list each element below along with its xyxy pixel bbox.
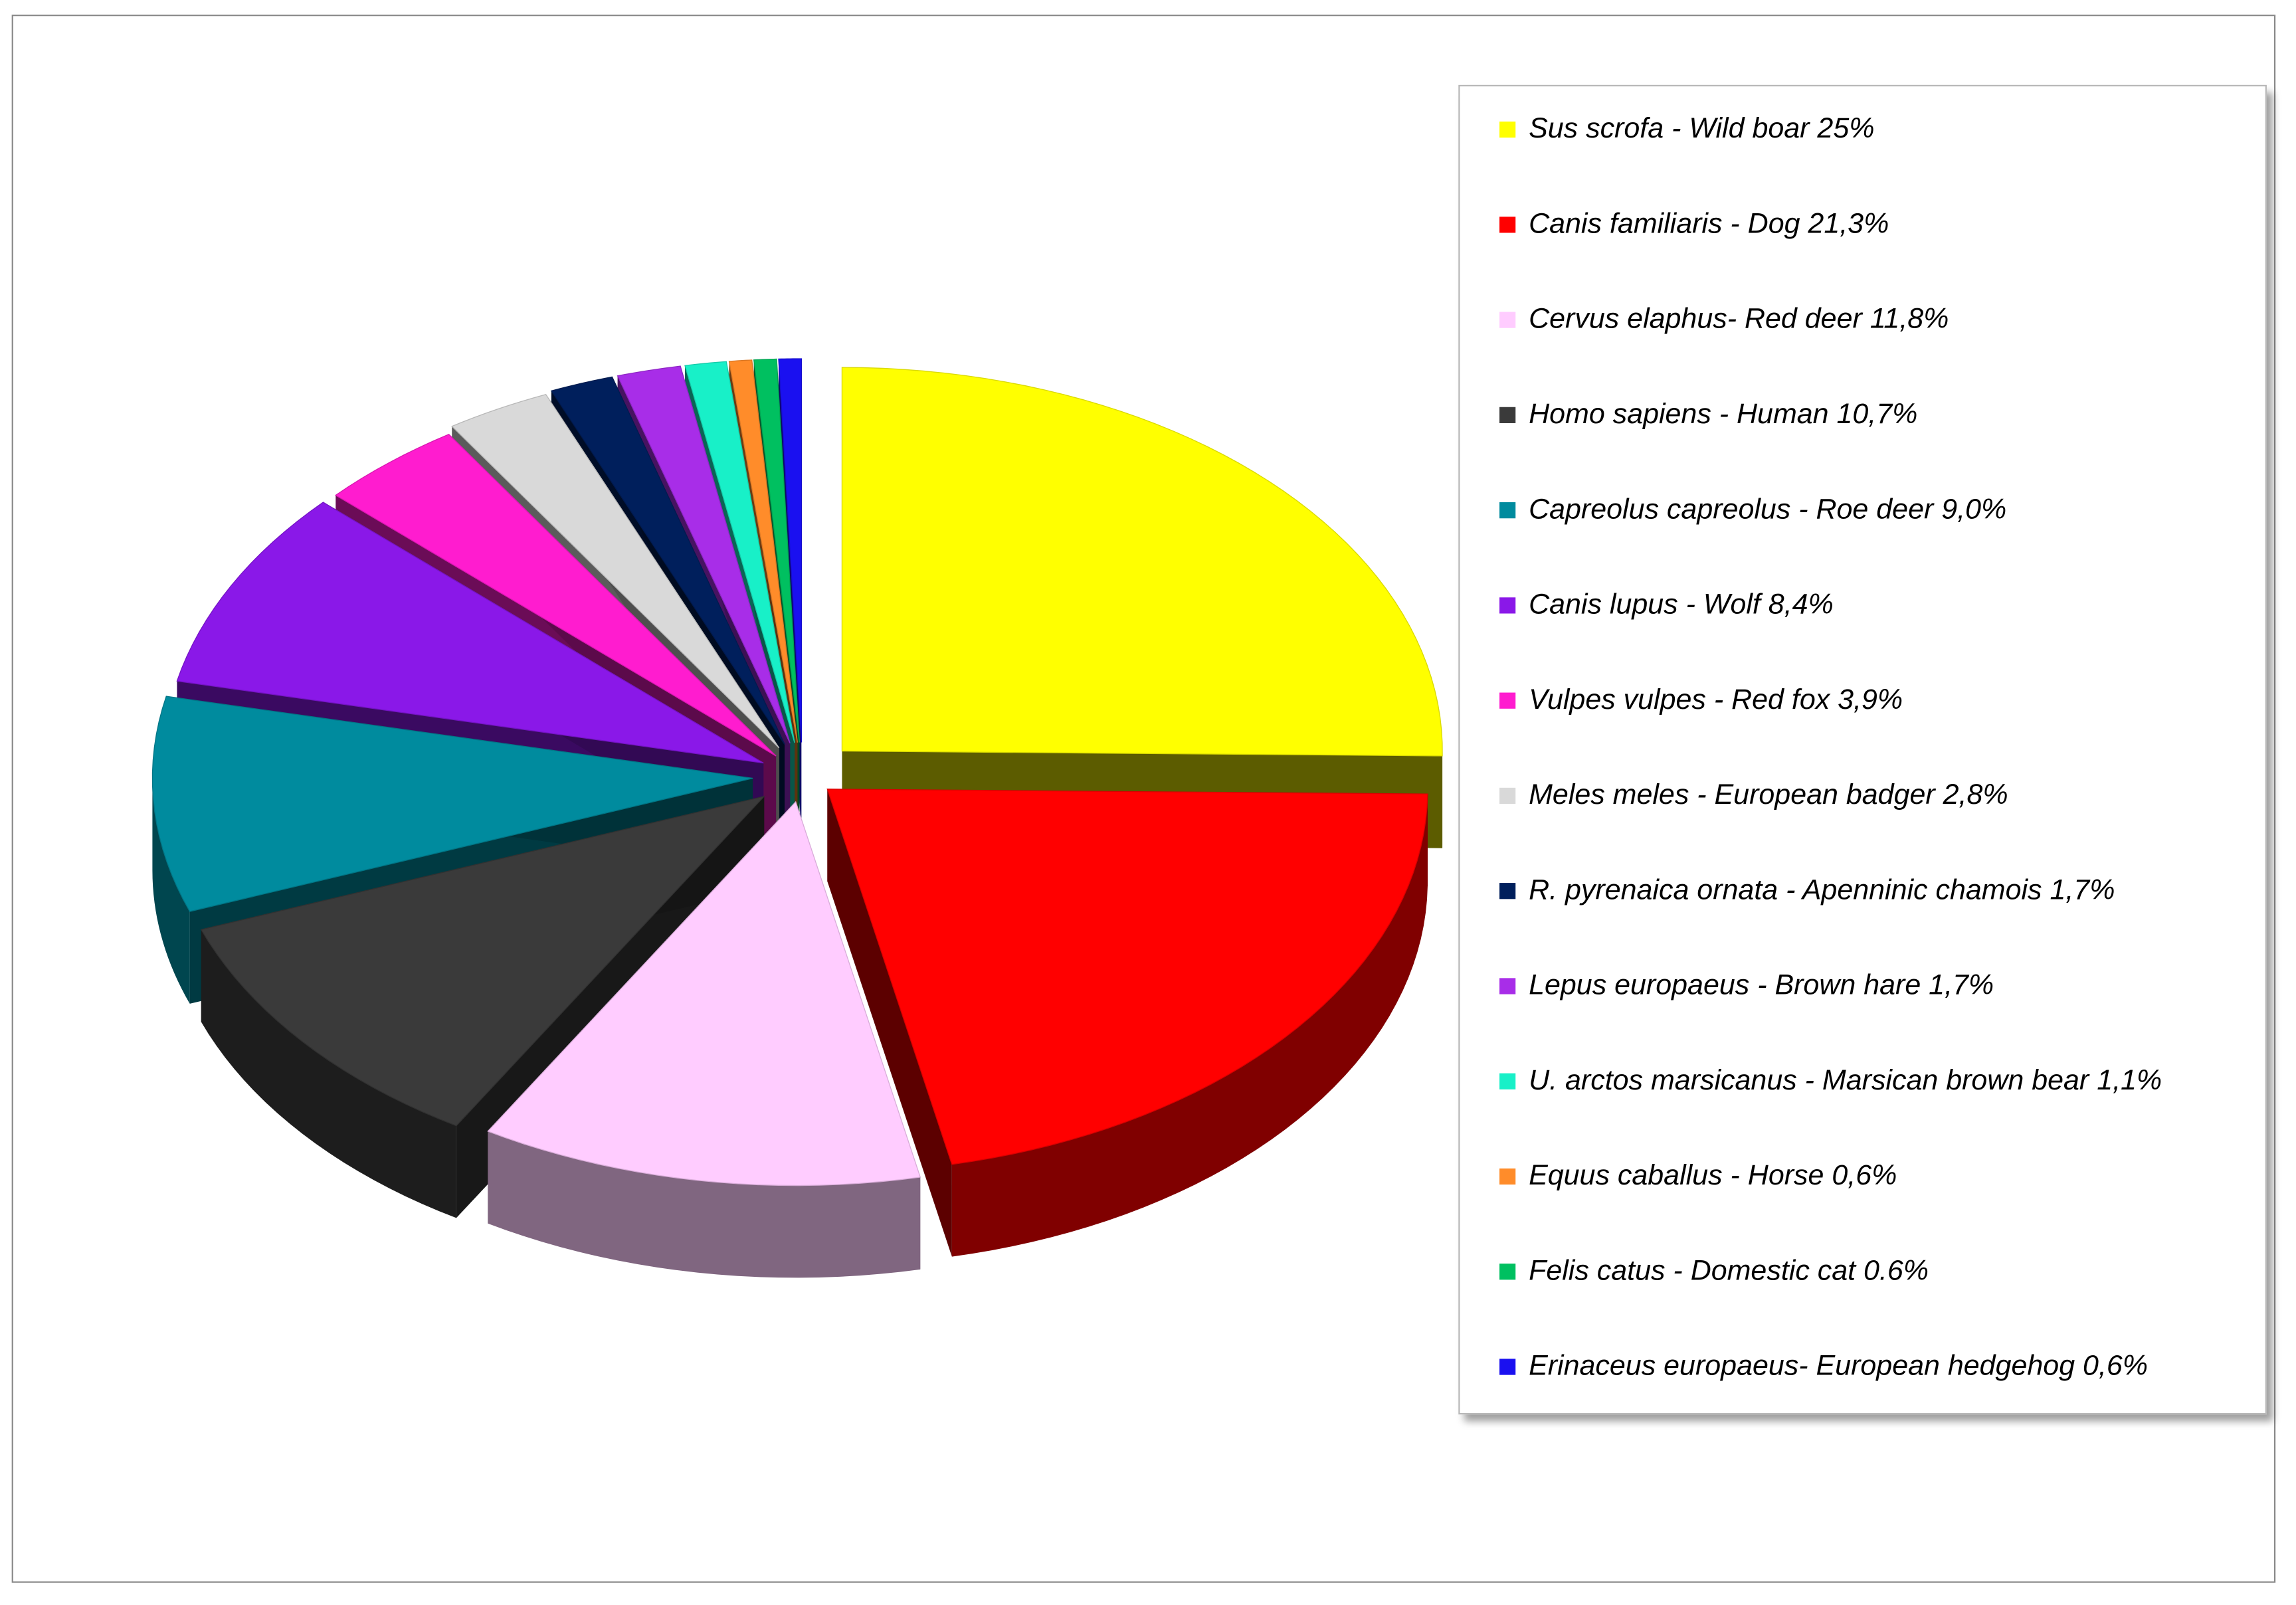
legend-swatch (1499, 1263, 1516, 1279)
legend-label: U. arctos marsicanus - Marsican brown be… (1529, 1064, 2162, 1096)
legend-swatch (1499, 1167, 1516, 1184)
legend-label: Felis catus - Domestic cat 0.6% (1529, 1254, 1929, 1287)
chart-legend: Sus scrofa - Wild boar 25% Canis familiar… (1458, 84, 2267, 1415)
legend-entry: U. arctos marsicanus - Marsican brown be… (1499, 1062, 2162, 1099)
legend-swatch (1499, 787, 1516, 803)
legend-entry: Canis familiaris - Dog 21,3% (1499, 205, 1889, 243)
legend-swatch (1499, 406, 1516, 423)
legend-swatch (1499, 1072, 1516, 1089)
legend-swatch (1499, 311, 1516, 328)
legend-label: Homo sapiens - Human 10,7% (1529, 397, 1918, 430)
legend-entry: Cervus elaphus- Red deer 11,8% (1499, 300, 1949, 338)
legend-entry: Vulpes vulpes - Red fox 3,9% (1499, 681, 1903, 719)
pie-slice-2 (826, 789, 1428, 1257)
legend-swatch (1499, 1358, 1516, 1374)
legend-entry: Lepus europaeus - Brown hare 1,7% (1499, 967, 1994, 1004)
legend-label: Meles meles - European badger 2,8% (1529, 778, 2008, 810)
legend-entry: Equus caballus - Horse 0,6% (1499, 1157, 1897, 1194)
legend-entry: Homo sapiens - Human 10,7% (1499, 395, 1917, 433)
legend-label: Erinaceus europaeus- European hedgehog 0… (1529, 1349, 2149, 1382)
legend-entry: Erinaceus europaeus- European hedgehog 0… (1499, 1347, 2148, 1385)
legend-entry: Canis lupus - Wolf 8,4% (1499, 586, 1834, 624)
legend-swatch (1499, 692, 1516, 708)
legend-swatch (1499, 597, 1516, 613)
legend-label: Canis lupus - Wolf 8,4% (1529, 587, 1834, 620)
legend-entry: R. pyrenaica ornata - Apenninic chamois … (1499, 871, 2115, 909)
legend-label: Vulpes vulpes - Red fox 3,9% (1529, 683, 1903, 715)
legend-label: Equus caballus - Horse 0,6% (1529, 1159, 1897, 1192)
legend-swatch (1499, 882, 1516, 899)
legend-label: Canis familiaris - Dog 21,3% (1529, 207, 1889, 240)
legend-swatch (1499, 977, 1516, 994)
legend-swatch (1499, 120, 1516, 138)
legend-swatch (1499, 216, 1516, 233)
pie-slice-1 (841, 367, 1443, 848)
pie-slice-3 (487, 801, 921, 1278)
legend-entry: Meles meles - European badger 2,8% (1499, 776, 2008, 814)
legend-entry: Sus scrofa - Wild boar 25% (1499, 110, 1874, 147)
legend-label: Cervus elaphus- Red deer 11,8% (1529, 302, 1949, 335)
legend-label: Lepus europaeus - Brown hare 1,7% (1529, 969, 1994, 1001)
legend-entry: Felis catus - Domestic cat 0.6% (1499, 1252, 1929, 1290)
legend-label: R. pyrenaica ornata - Apenninic chamois … (1529, 873, 2115, 906)
legend-label: Capreolus capreolus - Roe deer 9,0% (1529, 492, 2007, 525)
legend-label: Sus scrofa - Wild boar 25% (1529, 112, 1875, 145)
legend-entry: Capreolus capreolus - Roe deer 9,0% (1499, 490, 2006, 528)
legend-swatch (1499, 501, 1516, 518)
